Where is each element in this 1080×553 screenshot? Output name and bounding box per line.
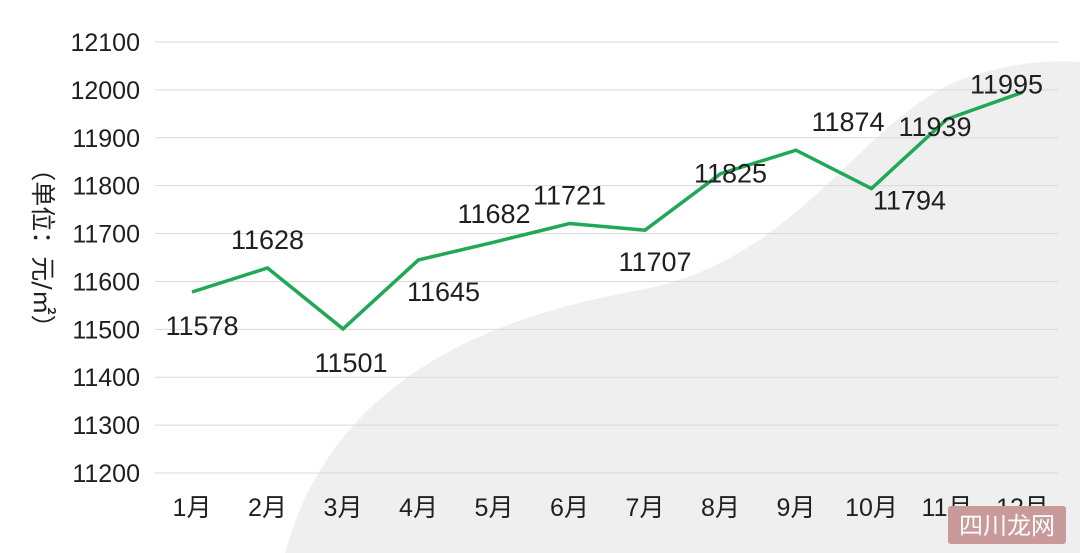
data-label: 11707 bbox=[618, 247, 691, 277]
data-label: 11825 bbox=[694, 159, 767, 189]
x-tick-label: 9月 bbox=[777, 494, 816, 522]
data-label: 11645 bbox=[407, 277, 480, 307]
data-label: 11939 bbox=[898, 112, 971, 142]
y-axis-ticks: 11200 11300 11400 11500 11600 11700 11800 11900… bbox=[70, 29, 140, 488]
x-tick-label: 7月 bbox=[626, 494, 665, 522]
y-axis-label: （单位：元/㎡） bbox=[28, 156, 57, 339]
series-layer bbox=[191, 90, 1024, 332]
x-tick-label: 6月 bbox=[550, 494, 589, 522]
y-tick-label: 11500 bbox=[72, 316, 140, 344]
data-label: 11721 bbox=[533, 180, 606, 210]
y-tick-label: 11800 bbox=[72, 173, 140, 201]
x-tick-label: 2月 bbox=[248, 494, 287, 522]
y-tick-label: 11400 bbox=[72, 364, 140, 392]
x-tick-label: 5月 bbox=[475, 494, 514, 522]
x-tick-label: 10月 bbox=[845, 494, 898, 522]
y-tick-label: 12000 bbox=[70, 77, 140, 105]
y-tick-label: 11600 bbox=[72, 268, 140, 296]
background-decoration bbox=[285, 61, 1080, 553]
x-tick-label: 4月 bbox=[399, 494, 438, 522]
y-tick-label: 11700 bbox=[72, 221, 140, 249]
y-tick-label: 12100 bbox=[70, 29, 140, 57]
y-tick-label: 11300 bbox=[72, 412, 140, 440]
series-line bbox=[191, 90, 1024, 332]
y-tick-label: 11900 bbox=[72, 125, 140, 153]
y-tick-label: 11200 bbox=[72, 460, 140, 488]
watermark: 四川龙网 bbox=[948, 506, 1066, 544]
data-label: 11995 bbox=[970, 69, 1043, 99]
x-tick-label: 3月 bbox=[324, 494, 363, 522]
grid-lines bbox=[155, 41, 1058, 474]
watermark-badge bbox=[948, 506, 1066, 544]
data-label: 11682 bbox=[457, 199, 530, 229]
data-label: 11794 bbox=[873, 186, 946, 216]
data-label: 11578 bbox=[165, 311, 238, 341]
watermark-text: 四川龙网 bbox=[959, 512, 1055, 540]
x-tick-label: 8月 bbox=[701, 494, 740, 522]
x-tick-label: 1月 bbox=[173, 494, 212, 522]
data-label: 11501 bbox=[314, 348, 387, 378]
data-label: 11874 bbox=[811, 107, 884, 137]
data-label: 11628 bbox=[231, 225, 304, 255]
